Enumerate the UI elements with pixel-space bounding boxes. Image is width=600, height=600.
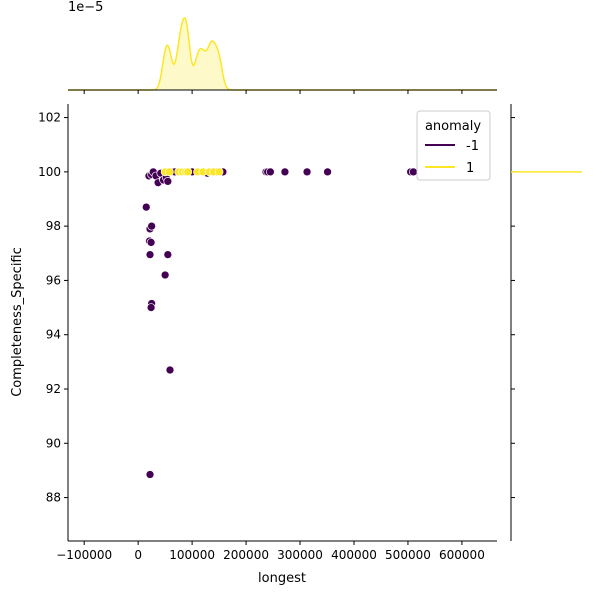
top-marginal-density: 1e−5 — [68, 0, 497, 94]
data-point — [163, 250, 173, 259]
data-point — [147, 221, 156, 231]
data-point — [145, 250, 155, 259]
y-tick-label: 100 — [38, 165, 61, 179]
legend-title: anomaly — [425, 119, 481, 134]
x-tick-label: 300000 — [277, 548, 323, 562]
y-axis-ticks: 88 90 92 94 96 98 100 102 — [38, 111, 68, 505]
x-axis-label: longest — [258, 571, 306, 586]
top-kde-fill-anomaly-1 — [68, 18, 497, 90]
y-tick-label: 94 — [46, 328, 61, 342]
x-tick-label: 200000 — [223, 548, 269, 562]
scatter-points — [141, 167, 418, 479]
data-point — [145, 470, 155, 479]
right-marginal-density — [510, 104, 582, 541]
data-point — [165, 365, 175, 375]
scatter-axes: −100000 0 100000 200000 300000 400000 500000 60… — [10, 104, 497, 586]
x-tick-label: 500000 — [385, 548, 431, 562]
x-tick-label: 400000 — [331, 548, 377, 562]
data-point — [165, 167, 174, 177]
x-tick-label: 0 — [134, 548, 142, 562]
data-point — [160, 270, 170, 280]
data-point — [280, 167, 290, 177]
legend: anomaly -1 1 — [416, 110, 491, 181]
top-marginal-ticks — [83, 90, 463, 94]
x-tick-label: −100000 — [56, 548, 112, 562]
y-tick-label: 92 — [46, 382, 61, 396]
series-anomaly-neg1 — [141, 167, 418, 479]
data-point — [141, 202, 151, 212]
legend-label-anomaly-1: 1 — [466, 161, 474, 176]
data-point — [409, 167, 418, 177]
y-tick-label: 96 — [46, 273, 61, 287]
top-kde-line-anomaly-1 — [68, 17, 497, 91]
data-point — [266, 167, 275, 177]
y-tick-label: 102 — [38, 111, 61, 125]
data-point — [302, 167, 312, 177]
right-marginal-ticks — [511, 117, 515, 499]
y-axis-label: Completeness_Specific — [10, 247, 25, 397]
top-marginal-offset-label: 1e−5 — [68, 0, 103, 15]
data-point — [214, 167, 224, 177]
y-tick-label: 88 — [46, 491, 61, 505]
x-tick-label: 100000 — [169, 548, 215, 562]
data-point — [146, 238, 156, 247]
data-point — [146, 303, 156, 312]
y-tick-label: 90 — [46, 436, 61, 450]
x-axis-ticks: −100000 0 100000 200000 300000 400000 500000 60… — [56, 541, 485, 562]
y-tick-label: 98 — [46, 219, 61, 233]
legend-label-anomaly-neg1: -1 — [466, 139, 479, 154]
data-point — [163, 177, 173, 186]
x-tick-label: 600000 — [439, 548, 485, 562]
data-point — [183, 167, 193, 177]
series-anomaly-1 — [160, 167, 224, 177]
data-point — [323, 167, 332, 177]
